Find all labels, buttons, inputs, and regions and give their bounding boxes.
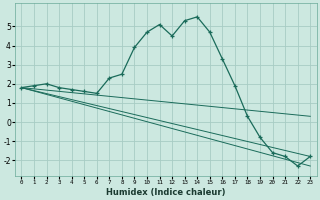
X-axis label: Humidex (Indice chaleur): Humidex (Indice chaleur) bbox=[106, 188, 226, 197]
